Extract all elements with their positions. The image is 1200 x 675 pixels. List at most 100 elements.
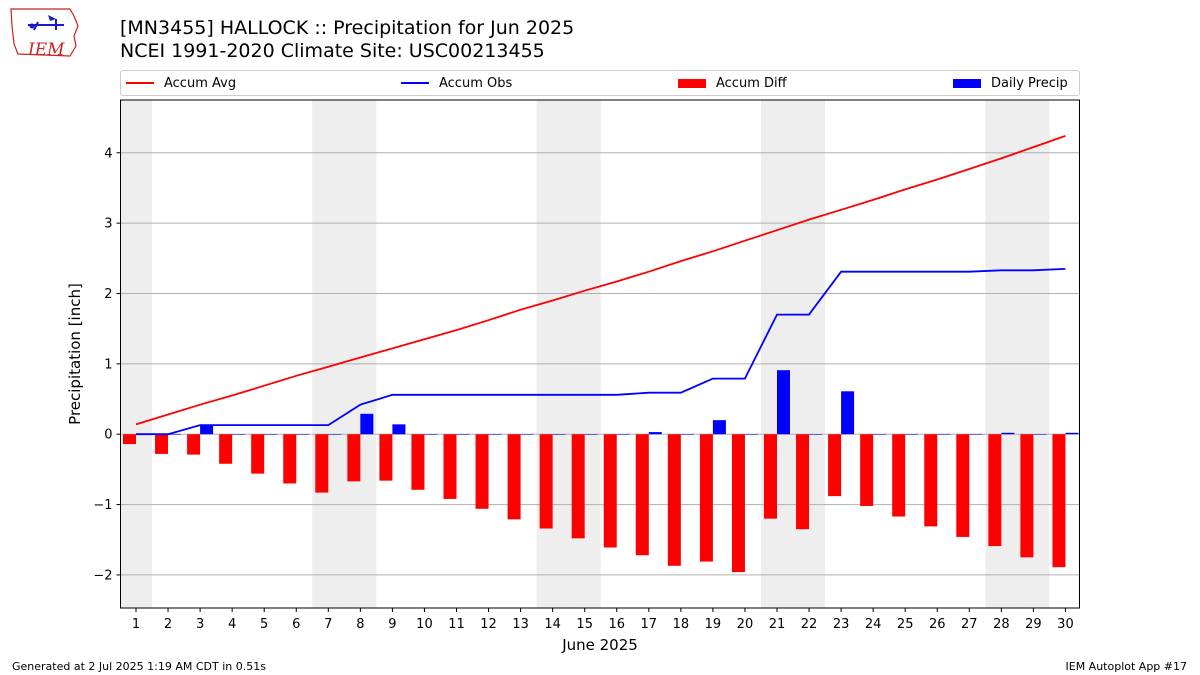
legend-swatch-accum-diff — [678, 78, 706, 88]
accum-diff-bar-1 — [123, 434, 136, 445]
x-tick-label-13: 13 — [512, 617, 529, 632]
accum-diff-bar-7 — [315, 434, 329, 493]
y-axis-label: Precipitation [inch] — [66, 283, 84, 425]
x-tick-label-6: 6 — [292, 617, 300, 632]
iowa-map-icon — [10, 8, 79, 57]
daily-precip-bar-2 — [168, 434, 182, 435]
x-tick-label-21: 21 — [769, 617, 786, 632]
daily-precip-bar-27 — [969, 434, 983, 435]
legend-item-accum-obs: Accum Obs — [401, 71, 512, 95]
legend-item-accum-diff: Accum Diff — [678, 71, 787, 95]
daily-precip-bar-8 — [360, 413, 374, 435]
accum-diff-bar-14 — [539, 434, 553, 529]
daily-precip-bar-13 — [520, 434, 534, 435]
daily-precip-bar-28 — [1001, 432, 1015, 435]
daily-precip-bar-22 — [809, 434, 823, 435]
accum-diff-bar-19 — [699, 434, 713, 562]
accum-diff-bar-6 — [283, 434, 297, 484]
y-tick-label-3: 3 — [104, 217, 112, 232]
x-tick-label-20: 20 — [737, 617, 754, 632]
accum-diff-bar-17 — [635, 434, 649, 556]
legend-item-daily-precip: Daily Precip — [953, 71, 1068, 95]
accum-diff-bar-24 — [860, 434, 874, 506]
x-tick-label-1: 1 — [132, 617, 140, 632]
daily-precip-bar-7 — [328, 434, 342, 435]
accum-diff-bar-20 — [731, 434, 745, 573]
x-tick-label-5: 5 — [260, 617, 268, 632]
x-tick-label-3: 3 — [196, 617, 204, 632]
legend-label-accum-obs: Accum Obs — [439, 75, 513, 91]
accum-avg-line — [135, 135, 1066, 426]
x-tick-label-15: 15 — [576, 617, 593, 632]
daily-precip-bar-24 — [873, 434, 887, 435]
accum-diff-bar-16 — [603, 434, 617, 548]
accum-diff-bar-21 — [764, 434, 777, 519]
daily-precip-bar-3 — [200, 425, 214, 435]
x-tick-label-23: 23 — [833, 617, 850, 632]
accum-diff-bar-13 — [507, 434, 521, 520]
x-tick-label-30: 30 — [1057, 617, 1074, 632]
accum-diff-bar-29 — [1020, 434, 1034, 558]
x-tick-label-22: 22 — [801, 617, 818, 632]
x-tick-label-10: 10 — [416, 617, 433, 632]
x-tick-label-19: 19 — [705, 617, 722, 632]
weekend-shade-day-21 — [760, 100, 794, 608]
accum-diff-bar-10 — [411, 434, 425, 490]
legend-label-daily-precip: Daily Precip — [991, 75, 1068, 91]
x-axis-label: June 2025 — [561, 636, 638, 654]
legend-label-accum-avg: Accum Avg — [164, 75, 237, 91]
x-tick-label-25: 25 — [897, 617, 914, 632]
y-tick-label--1: −1 — [93, 498, 112, 513]
daily-precip-bar-11 — [456, 434, 470, 435]
x-tick-label-18: 18 — [673, 617, 690, 632]
y-tick-label-0: 0 — [104, 428, 112, 443]
daily-precip-bar-9 — [392, 424, 406, 435]
x-tick-label-27: 27 — [961, 617, 978, 632]
weekend-shade-day-22 — [793, 100, 826, 608]
daily-precip-bar-23 — [841, 391, 855, 435]
x-tick-label-4: 4 — [228, 617, 236, 632]
accum-diff-bar-8 — [347, 434, 361, 482]
generated-timestamp: Generated at 2 Jul 2025 1:19 AM CDT in 0… — [12, 660, 266, 673]
accum-diff-bar-26 — [924, 434, 938, 527]
x-tick-label-16: 16 — [608, 617, 625, 632]
daily-precip-bar-17 — [648, 432, 662, 435]
x-tick-label-28: 28 — [993, 617, 1010, 632]
daily-precip-bar-4 — [232, 434, 246, 435]
weekend-shade-day-14 — [536, 100, 569, 608]
weekend-shade-day-1 — [120, 100, 153, 608]
chart-legend: Accum Avg Accum Obs Accum Diff Daily Pre… — [120, 70, 1080, 96]
daily-precip-bar-26 — [937, 434, 951, 435]
chart-subtitle: NCEI 1991-2020 Climate Site: USC00213455 — [120, 40, 545, 62]
accum-diff-bar-23 — [828, 434, 842, 497]
x-tick-label-11: 11 — [448, 617, 465, 632]
x-tick-label-7: 7 — [324, 617, 332, 632]
legend-item-accum-avg: Accum Avg — [126, 71, 236, 95]
logo-text: IEM — [28, 40, 65, 60]
accum-diff-bar-3 — [187, 434, 201, 455]
accum-diff-bar-25 — [892, 434, 906, 517]
daily-precip-bar-20 — [744, 434, 758, 435]
accum-diff-bar-2 — [155, 434, 169, 454]
accum-diff-bar-4 — [219, 434, 233, 464]
accum-diff-bar-18 — [667, 434, 681, 566]
daily-precip-bar-14 — [552, 434, 566, 435]
x-tick-label-17: 17 — [641, 617, 658, 632]
legend-swatch-accum-obs — [401, 82, 429, 84]
daily-precip-bar-30 — [1065, 432, 1079, 435]
accum-diff-bar-9 — [379, 434, 393, 481]
x-tick-label-2: 2 — [164, 617, 172, 632]
daily-precip-bar-25 — [905, 434, 919, 435]
daily-precip-bar-12 — [488, 434, 502, 435]
legend-label-accum-diff: Accum Diff — [716, 75, 787, 91]
daily-precip-bar-19 — [712, 420, 726, 435]
x-tick-label-14: 14 — [544, 617, 561, 632]
y-tick-label-2: 2 — [104, 287, 112, 302]
accum-diff-bar-30 — [1052, 434, 1066, 568]
x-tick-label-12: 12 — [480, 617, 497, 632]
accum-diff-bar-11 — [443, 434, 457, 499]
daily-precip-bar-15 — [584, 434, 598, 435]
iem-logo: IEM — [8, 6, 82, 60]
accum-diff-bar-28 — [988, 434, 1002, 547]
